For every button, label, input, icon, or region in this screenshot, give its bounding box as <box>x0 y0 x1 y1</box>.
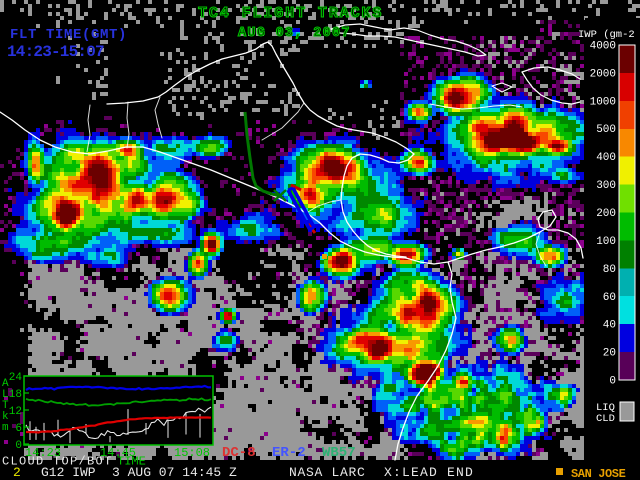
svg-text:CLD: CLD <box>596 413 615 425</box>
svg-text:NASA LARC: NASA LARC <box>289 465 366 480</box>
svg-text:k: k <box>2 411 9 423</box>
svg-text:200: 200 <box>596 208 616 220</box>
svg-text:6: 6 <box>15 423 22 435</box>
svg-text:L: L <box>2 389 9 401</box>
svg-text:CLOUD TOP/BOT: CLOUD TOP/BOT <box>2 455 113 469</box>
svg-text:3 AUG 07 14:45 Z: 3 AUG 07 14:45 Z <box>112 465 237 480</box>
svg-text:WB57: WB57 <box>322 445 356 461</box>
svg-text:TIME: TIME <box>117 455 146 469</box>
svg-text:T: T <box>2 400 9 412</box>
svg-text:FLT TIME(GMT): FLT TIME(GMT) <box>10 27 127 43</box>
svg-text:15:08: 15:08 <box>174 446 210 460</box>
svg-text:20: 20 <box>603 348 616 360</box>
svg-text:LIQ: LIQ <box>596 402 615 414</box>
svg-text:40: 40 <box>603 320 616 332</box>
svg-text:AUG 03, 2007: AUG 03, 2007 <box>238 26 351 41</box>
svg-text:IWP (gm-2: IWP (gm-2 <box>578 29 635 41</box>
svg-text:2000: 2000 <box>590 68 616 80</box>
svg-text:A: A <box>2 378 9 390</box>
svg-text:0: 0 <box>15 440 22 452</box>
svg-text:14:45: 14:45 <box>100 446 136 460</box>
svg-text:400: 400 <box>596 152 616 164</box>
svg-text:80: 80 <box>603 264 616 276</box>
svg-text:X:LEAD END: X:LEAD END <box>384 465 474 480</box>
svg-text:4000: 4000 <box>590 41 616 53</box>
svg-text:100: 100 <box>596 236 616 248</box>
svg-text:2: 2 <box>13 465 21 480</box>
svg-text:m: m <box>2 422 9 434</box>
svg-text:G12 IWP: G12 IWP <box>41 465 96 480</box>
svg-text:0: 0 <box>609 376 616 388</box>
svg-text:500: 500 <box>596 124 616 136</box>
svg-text:ER-2: ER-2 <box>272 445 306 461</box>
svg-text:SAN JOSE: SAN JOSE <box>571 467 626 480</box>
svg-text:DC-8: DC-8 <box>222 445 256 461</box>
svg-text:14:23-15:07: 14:23-15:07 <box>7 43 104 61</box>
svg-text:24: 24 <box>9 372 23 384</box>
svg-text:12: 12 <box>9 406 22 418</box>
svg-text:18: 18 <box>9 389 22 401</box>
svg-text:60: 60 <box>603 292 616 304</box>
svg-text:300: 300 <box>596 180 616 192</box>
svg-text:1000: 1000 <box>590 96 616 108</box>
svg-text:14:23: 14:23 <box>25 446 61 460</box>
svg-text:TC4 FLIGHT TRACKS: TC4 FLIGHT TRACKS <box>198 5 383 22</box>
